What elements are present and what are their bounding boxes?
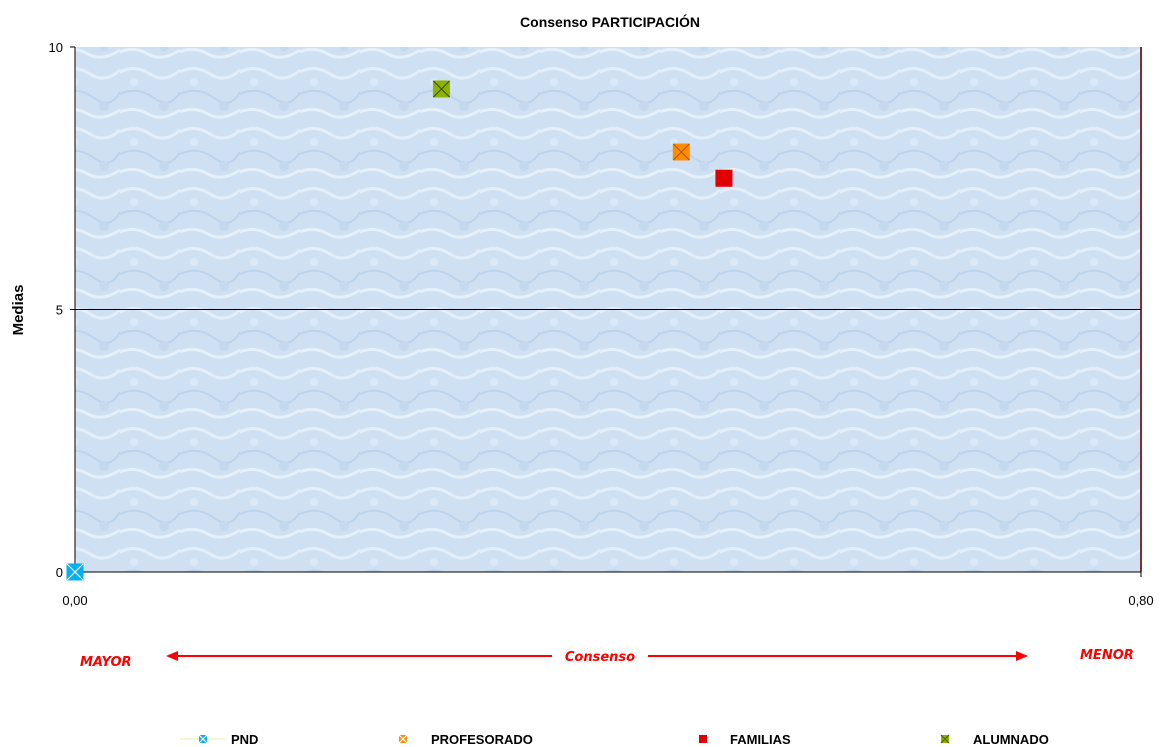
y-tick-label: 5 — [56, 303, 63, 318]
annotation-menor: MENOR — [1080, 648, 1134, 663]
legend-marker-profesorado — [398, 734, 408, 744]
legend-label-familias: FAMILIAS — [730, 732, 791, 747]
point-pnd — [66, 563, 84, 581]
x-tick-label: 0,00 — [62, 593, 87, 608]
arrow-left-head — [166, 651, 178, 661]
legend-label-pnd: PND — [231, 732, 258, 747]
legend-label-profesorado: PROFESORADO — [431, 732, 533, 747]
legend-marker-pnd — [198, 734, 208, 744]
chart-title: Consenso PARTICIPACIÓN — [520, 13, 700, 30]
legend-item-pnd: PND — [180, 732, 258, 747]
arrow-right-head — [1016, 651, 1028, 661]
point-profesorado — [672, 143, 690, 161]
annotation-mayor: MAYOR — [80, 655, 132, 670]
legend-item-alumnado: ALUMNADO — [940, 732, 1049, 747]
legend: PND PROFESORADO FAMILIAS ALUMNADO — [180, 732, 1049, 747]
y-tick-label: 0 — [56, 565, 63, 580]
legend-label-alumnado: ALUMNADO — [973, 732, 1049, 747]
point-alumnado — [432, 80, 450, 98]
legend-marker-alumnado — [940, 734, 950, 744]
y-axis-label: Medias — [10, 285, 27, 336]
legend-marker-familias — [699, 735, 707, 743]
legend-item-familias: FAMILIAS — [699, 732, 791, 747]
legend-item-profesorado: PROFESORADO — [398, 732, 533, 747]
x-tick-label: 0,80 — [1128, 593, 1153, 608]
point-familias — [715, 169, 733, 187]
y-tick-label: 10 — [49, 40, 63, 55]
annotation-consenso: Consenso — [565, 650, 635, 665]
